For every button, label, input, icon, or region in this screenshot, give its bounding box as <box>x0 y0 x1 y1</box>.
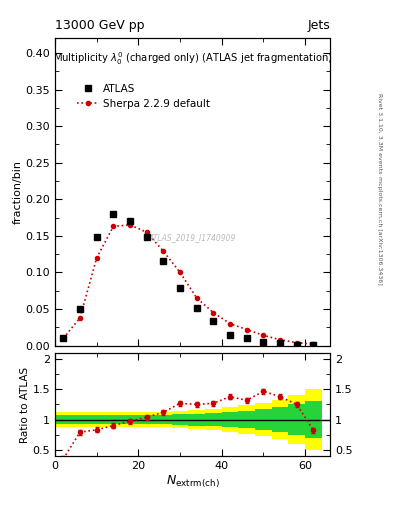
ATLAS <box>144 234 149 241</box>
X-axis label: $N_\mathrm{extrm(ch)}$: $N_\mathrm{extrm(ch)}$ <box>165 473 220 489</box>
ATLAS <box>94 234 99 241</box>
Text: Rivet 3.1.10, 3.3M events: Rivet 3.1.10, 3.3M events <box>377 93 382 173</box>
ATLAS <box>161 259 166 265</box>
ATLAS <box>111 211 116 217</box>
ATLAS <box>294 342 299 348</box>
Text: ATLAS_2019_I1740909: ATLAS_2019_I1740909 <box>149 233 236 243</box>
ATLAS <box>244 335 249 342</box>
ATLAS <box>61 335 66 342</box>
ATLAS <box>311 342 316 348</box>
Text: Jets: Jets <box>307 19 330 32</box>
Y-axis label: fraction/bin: fraction/bin <box>13 160 23 224</box>
ATLAS <box>195 305 199 311</box>
Text: Multiplicity $\lambda_0^0$ (charged only) (ATLAS jet fragmentation): Multiplicity $\lambda_0^0$ (charged only… <box>53 51 332 68</box>
ATLAS <box>128 218 132 224</box>
Text: 13000 GeV pp: 13000 GeV pp <box>55 19 145 32</box>
ATLAS <box>211 318 216 325</box>
ATLAS <box>178 285 182 291</box>
ATLAS <box>228 332 232 338</box>
Text: mcplots.cern.ch [arXiv:1306.3436]: mcplots.cern.ch [arXiv:1306.3436] <box>377 176 382 285</box>
ATLAS <box>261 339 266 345</box>
Y-axis label: Ratio to ATLAS: Ratio to ATLAS <box>20 367 30 442</box>
ATLAS <box>78 306 83 312</box>
Legend: ATLAS, Sherpa 2.2.9 default: ATLAS, Sherpa 2.2.9 default <box>74 80 213 112</box>
ATLAS <box>278 340 283 347</box>
Line: ATLAS: ATLAS <box>60 210 317 349</box>
